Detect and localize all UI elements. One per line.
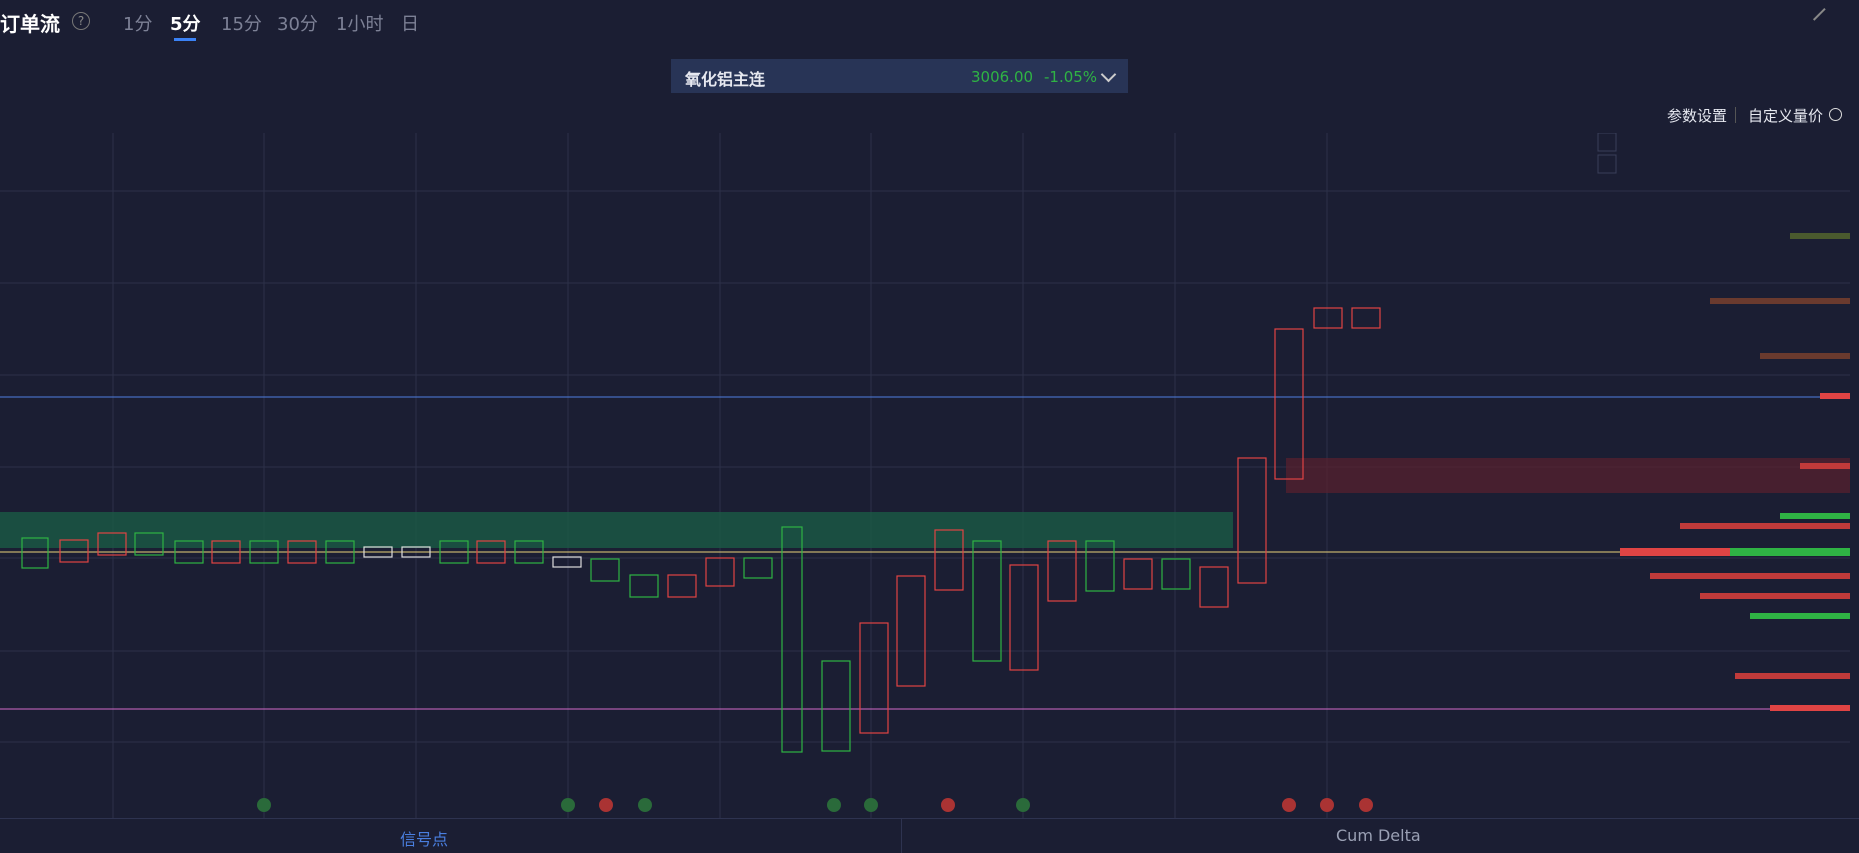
period-tab[interactable]: 30分 bbox=[277, 14, 318, 35]
instrument-change: -1.05% bbox=[1044, 68, 1098, 86]
page-title: 订单流 bbox=[0, 12, 60, 36]
dropdown-arrow bbox=[1100, 66, 1117, 83]
period-tab[interactable]: 1分 bbox=[123, 14, 153, 35]
resistance-zone bbox=[1286, 458, 1850, 493]
bottom-tab[interactable]: Cum Delta bbox=[1336, 826, 1421, 845]
bottom-tabs: 信号点 Cum Delta bbox=[0, 818, 1859, 853]
candles bbox=[21, 307, 1381, 753]
period-tab[interactable]: 15分 bbox=[221, 14, 262, 35]
bottom-tab[interactable]: 信号点 bbox=[400, 830, 449, 849]
active-indicator bbox=[174, 38, 196, 41]
separator bbox=[1735, 107, 1736, 123]
help-button[interactable] bbox=[1597, 154, 1617, 174]
footprint-chart bbox=[0, 133, 1850, 818]
period-tab[interactable]: 1小时 bbox=[336, 14, 384, 35]
instrument-selector[interactable]: 氧化铝主连 3006.00 -1.05% bbox=[671, 59, 1128, 93]
help-icon[interactable]: ? bbox=[72, 12, 90, 30]
period-tab[interactable]: 日 bbox=[401, 14, 419, 35]
custom-link[interactable]: 自定义量价 bbox=[1748, 107, 1824, 125]
support-zone bbox=[0, 512, 1233, 548]
info-icon[interactable] bbox=[1829, 108, 1842, 121]
collapse-icon[interactable] bbox=[1812, 7, 1838, 33]
instrument-price: 3006.00 bbox=[971, 68, 1034, 86]
separator bbox=[901, 819, 902, 853]
signal-markers bbox=[257, 798, 1373, 812]
expand-button[interactable] bbox=[1597, 133, 1617, 152]
instrument-name: 氧化铝主连 bbox=[685, 70, 766, 89]
period-tab[interactable]: 5分 bbox=[170, 14, 201, 35]
settings-link[interactable]: 参数设置 bbox=[1667, 107, 1728, 125]
volume-profile bbox=[1620, 233, 1850, 711]
